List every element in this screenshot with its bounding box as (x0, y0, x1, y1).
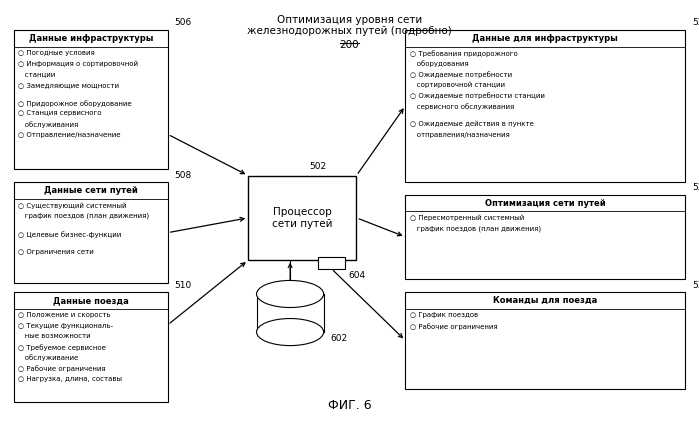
Text: Оптимизация уровня сети: Оптимизация уровня сети (277, 15, 422, 25)
Text: ○ График поездов: ○ График поездов (410, 312, 477, 318)
Text: ○ Рабочие ограничения: ○ Рабочие ограничения (410, 323, 497, 330)
Text: ○ Ограничения сети: ○ Ограничения сети (18, 249, 94, 255)
Bar (405, 30, 685, 182)
Text: ○ Требуемое сервисное: ○ Требуемое сервисное (18, 344, 106, 351)
Text: 506: 506 (175, 19, 192, 27)
Text: ○ Ожидаемые потребности: ○ Ожидаемые потребности (410, 71, 512, 78)
Text: график поездов (план движения): график поездов (план движения) (410, 225, 541, 232)
Text: ○ Пересмотренный системный: ○ Пересмотренный системный (410, 215, 524, 221)
Text: 526: 526 (692, 19, 699, 27)
Text: ○ Рабочие ограничения: ○ Рабочие ограничения (18, 365, 106, 372)
Ellipse shape (257, 319, 324, 346)
Text: сервисного обслуживания: сервисного обслуживания (410, 103, 514, 110)
Text: обслуживание: обслуживание (18, 354, 78, 361)
Text: 510: 510 (175, 281, 192, 290)
Ellipse shape (257, 280, 324, 308)
Text: ○ Информация о сортировочной: ○ Информация о сортировочной (18, 60, 138, 67)
Text: Оптимизация сети путей: Оптимизация сети путей (485, 199, 605, 208)
Text: железнодорожных путей (подробно): железнодорожных путей (подробно) (247, 26, 452, 36)
Text: 502: 502 (309, 162, 326, 171)
Bar (14, 30, 168, 169)
Text: 602: 602 (331, 334, 347, 343)
Text: 604: 604 (348, 271, 365, 280)
Text: ФИГ. 6: ФИГ. 6 (328, 399, 371, 412)
Text: ные возможности: ные возможности (18, 333, 91, 339)
Text: обслуживания: обслуживания (18, 121, 78, 128)
Text: 528: 528 (692, 184, 699, 192)
Text: график поездов (план движения): график поездов (план движения) (18, 213, 150, 219)
Text: ○ Погодные условия: ○ Погодные условия (18, 50, 95, 56)
Text: ○ Требования придорожного: ○ Требования придорожного (410, 50, 517, 57)
Text: Данные сети путей: Данные сети путей (44, 186, 138, 195)
Bar (318, 257, 345, 269)
Text: 200: 200 (340, 40, 359, 50)
Text: 530: 530 (692, 281, 699, 290)
Text: ○ Текущие функциональ-: ○ Текущие функциональ- (18, 323, 113, 329)
Text: Данные поезда: Данные поезда (53, 296, 129, 305)
Polygon shape (257, 294, 324, 332)
Bar (248, 176, 356, 260)
Bar (405, 292, 685, 389)
Text: ○ Придорожное оборудование: ○ Придорожное оборудование (18, 100, 132, 107)
Text: ○ Положение и скорость: ○ Положение и скорость (18, 312, 111, 318)
Text: станции: станции (18, 71, 55, 77)
Bar (14, 292, 168, 402)
Text: Данные инфраструктуры: Данные инфраструктуры (29, 34, 153, 43)
Text: ○ Отправление/назначение: ○ Отправление/назначение (18, 132, 121, 137)
Text: ○ Замедляющие мощности: ○ Замедляющие мощности (18, 82, 119, 88)
Text: ○ Ожидаемые потребности станции: ○ Ожидаемые потребности станции (410, 92, 545, 99)
Text: Процессор
сети путей: Процессор сети путей (272, 207, 333, 229)
Text: оборудования: оборудования (410, 60, 468, 67)
Text: ○ Нагрузка, длина, составы: ○ Нагрузка, длина, составы (18, 376, 122, 382)
Text: 508: 508 (175, 171, 192, 180)
Text: Команды для поезда: Команды для поезда (493, 296, 598, 305)
Text: ○ Существующий системный: ○ Существующий системный (18, 202, 127, 209)
Bar (405, 195, 685, 279)
Text: ○ Целевые бизнес-функции: ○ Целевые бизнес-функции (18, 231, 122, 238)
Text: отправления/назначения: отправления/назначения (410, 132, 510, 137)
Text: ○ Ожидаемые действия в пункте: ○ Ожидаемые действия в пункте (410, 121, 533, 127)
Text: Данные для инфраструктуры: Данные для инфраструктуры (473, 34, 618, 43)
Text: сортировочной станции: сортировочной станции (410, 82, 505, 88)
Text: ○ Станция сервисного: ○ Станция сервисного (18, 110, 101, 116)
Bar (14, 182, 168, 283)
